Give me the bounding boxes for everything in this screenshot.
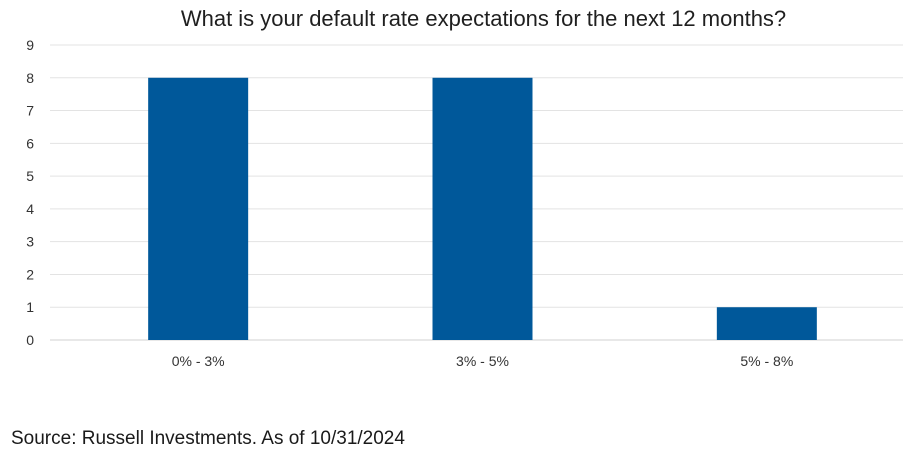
- y-axis-ticks: 0 1 2 3 4 5 6 7 8 9: [26, 37, 34, 348]
- bar: [148, 77, 249, 341]
- x-axis-ticks: 0% - 3% 3% - 5% 5% - 8%: [172, 353, 794, 369]
- bar: [432, 77, 533, 341]
- x-tick-label: 3% - 5%: [456, 353, 509, 369]
- x-tick-label: 5% - 8%: [740, 353, 793, 369]
- chart-title: What is your default rate expectations f…: [180, 6, 787, 31]
- bar: [716, 307, 817, 340]
- y-tick-label: 8: [26, 70, 34, 86]
- y-tick-label: 1: [26, 299, 34, 315]
- bars: [148, 77, 817, 341]
- y-tick-label: 3: [26, 234, 34, 250]
- x-tick-label: 0% - 3%: [172, 353, 225, 369]
- y-tick-label: 6: [26, 135, 34, 151]
- y-tick-label: 0: [26, 332, 34, 348]
- y-tick-label: 4: [26, 201, 34, 217]
- y-tick-label: 7: [26, 103, 34, 119]
- y-tick-label: 5: [26, 168, 34, 184]
- source-note: Source: Russell Investments. As of 10/31…: [11, 428, 405, 449]
- y-tick-label: 9: [26, 37, 34, 53]
- y-tick-label: 2: [26, 266, 34, 282]
- bar-chart: 0 1 2 3 4 5 6 7 8 9 0% - 3% 3% - 5% 5% - 8%: [26, 37, 903, 369]
